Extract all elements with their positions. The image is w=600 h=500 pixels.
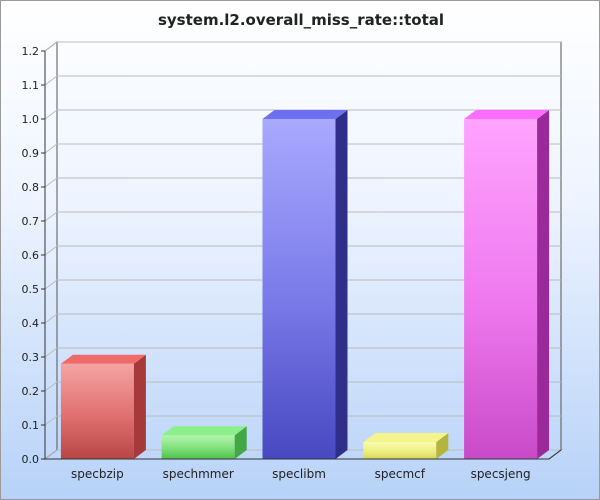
y-tick-label: 0.3 xyxy=(22,351,40,364)
y-tick-label: 0.4 xyxy=(22,317,40,330)
x-tick-label: specmcf xyxy=(375,467,426,481)
bar-spechmmer xyxy=(161,426,247,459)
gridline-side xyxy=(44,245,58,256)
bar-side xyxy=(133,354,146,459)
bar-side xyxy=(335,110,348,459)
y-tick-label: 0.0 xyxy=(22,453,40,466)
bar-side xyxy=(234,426,247,459)
x-tick-label: specsjeng xyxy=(471,467,531,481)
y-tick-label: 1.2 xyxy=(22,45,40,58)
gridline-side xyxy=(44,279,58,290)
gridline-side xyxy=(44,177,58,188)
bar-top xyxy=(464,110,550,119)
gridline-side xyxy=(44,143,58,154)
y-axis: 0.0 0.1 0.2 0.3 0.4 0.5 0.6 0.7 0.8 0.9 1.0 1.1 1.2 xyxy=(22,45,46,466)
bar-speclibm xyxy=(262,110,348,459)
bar-top xyxy=(161,426,247,436)
gridline-side xyxy=(44,347,58,358)
y-tick-label: 1.1 xyxy=(22,79,40,92)
bar-top xyxy=(363,433,449,442)
bar-front xyxy=(363,442,437,459)
y-tick-label: 1.0 xyxy=(22,113,40,126)
bar-specmcf xyxy=(363,433,449,459)
x-axis-edge xyxy=(548,449,562,460)
bar-top xyxy=(262,110,348,119)
y-tick-label: 0.2 xyxy=(22,385,40,398)
y-tick-label: 0.5 xyxy=(22,283,40,296)
bar-front xyxy=(262,119,336,459)
bar-top xyxy=(60,354,146,364)
bars xyxy=(60,110,550,459)
gridline-side xyxy=(44,41,58,52)
gridline-side xyxy=(44,415,58,426)
bar-front xyxy=(464,119,538,459)
y-tick-label: 0.9 xyxy=(22,147,40,160)
bar-side xyxy=(436,433,449,459)
y-tick-label: 0.6 xyxy=(22,249,40,262)
y-tick-label: 0.8 xyxy=(22,181,40,194)
x-tick-label: spechmmer xyxy=(163,467,234,481)
bar-front xyxy=(60,363,134,459)
chart-title: system.l2.overall_miss_rate::total xyxy=(158,11,444,29)
y-tick-label: 0.7 xyxy=(22,215,40,228)
gridline-side xyxy=(44,381,58,392)
bar-specbzip xyxy=(60,354,146,459)
gridline-side xyxy=(44,109,58,120)
y-tick-label: 0.1 xyxy=(22,419,40,432)
bar-specsjeng xyxy=(464,110,550,459)
x-tick-label: speclibm xyxy=(272,467,326,481)
gridline-side xyxy=(44,449,58,460)
gridline-side xyxy=(44,313,58,324)
bar-front xyxy=(161,435,235,459)
gridline-side xyxy=(44,75,58,86)
gridline-side xyxy=(44,211,58,222)
x-axis: specbzip spechmmer speclibm specmcf specsjen… xyxy=(45,449,562,481)
bar-side xyxy=(537,110,550,459)
x-tick-label: specbzip xyxy=(71,467,124,481)
